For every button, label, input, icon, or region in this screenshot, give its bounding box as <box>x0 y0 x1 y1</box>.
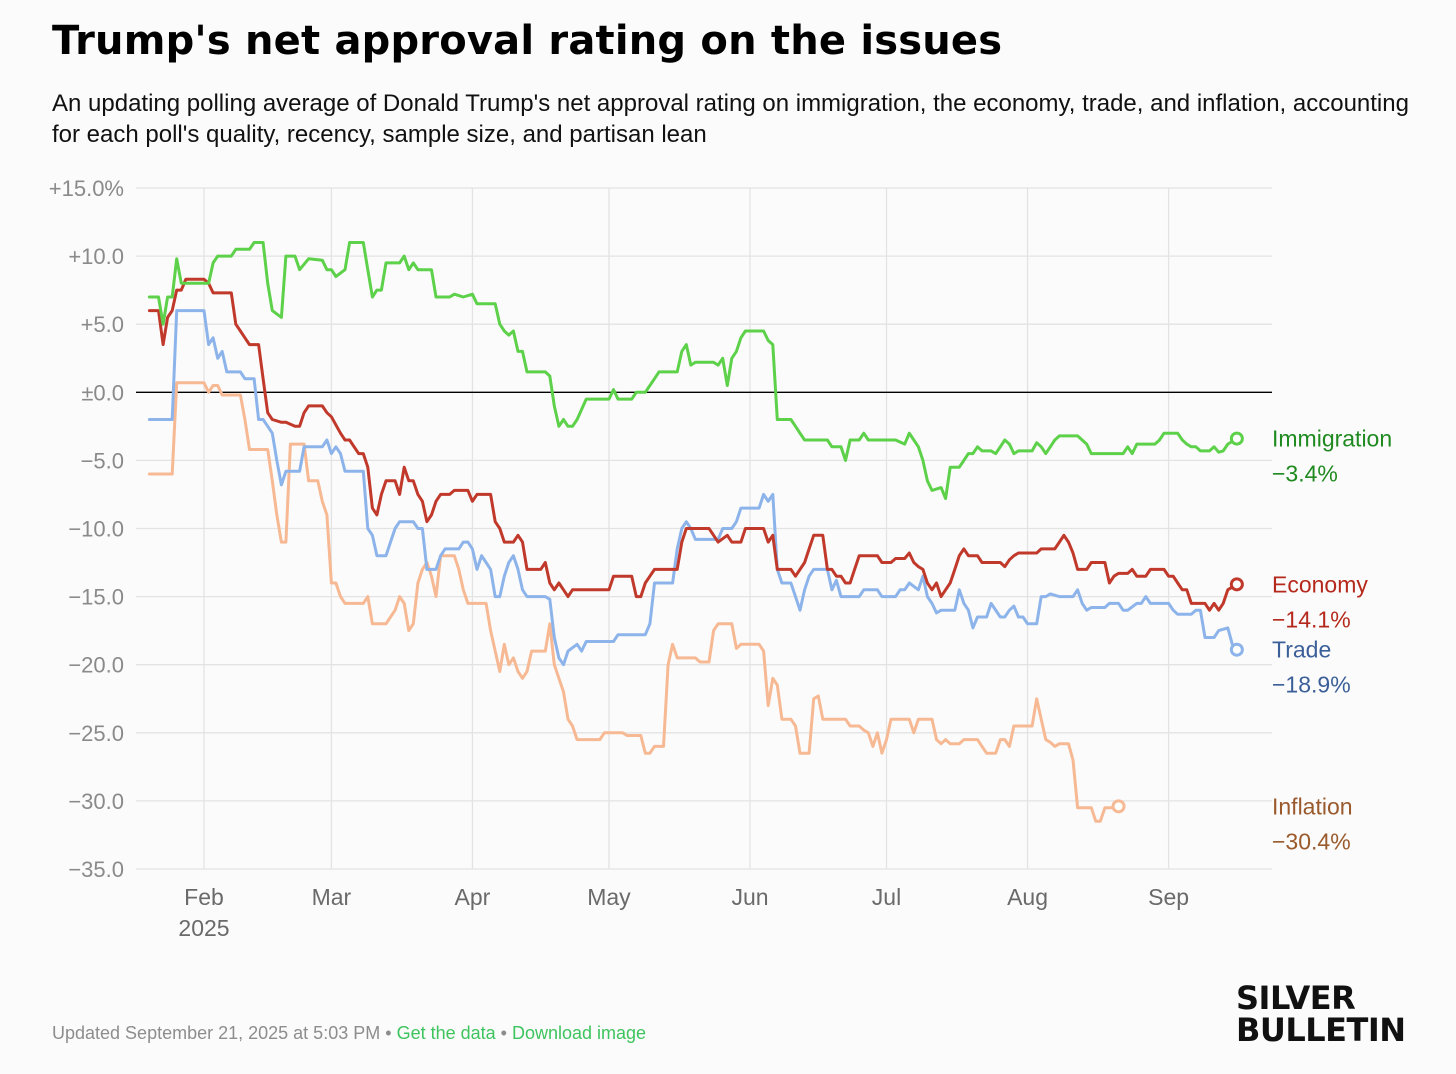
end-label-name: Immigration <box>1272 426 1392 452</box>
get-data-link[interactable]: Get the data <box>396 1023 496 1043</box>
series-line-economy <box>147 277 1239 612</box>
line-layer <box>147 241 1239 823</box>
chart-title: Trump's net approval rating on the issue… <box>52 18 1003 64</box>
y-tick-label: −15.0 <box>68 585 124 610</box>
y-tick-label: +10.0 <box>68 244 124 269</box>
end-label-value: −3.4% <box>1272 461 1338 487</box>
end-label-name: Inflation <box>1272 793 1353 819</box>
series-line-immigration <box>147 241 1239 500</box>
x-tick-sublabel: 2025 <box>178 915 229 941</box>
end-label-value: −30.4% <box>1272 828 1351 854</box>
brand-logo: SILVER BULLETIN <box>1236 982 1426 1046</box>
footer-separator: • <box>385 1023 392 1043</box>
end-marker-trade <box>1229 642 1244 657</box>
y-tick-label: −25.0 <box>68 721 124 746</box>
y-tick-label: −5.0 <box>81 448 124 473</box>
x-tick-label: Sep <box>1148 884 1189 910</box>
chart-subtitle: An updating polling average of Donald Tr… <box>52 90 1409 148</box>
y-tick-label: +5.0 <box>81 312 124 337</box>
download-image-link[interactable]: Download image <box>511 1023 647 1043</box>
end-marker-immigration <box>1229 431 1244 446</box>
end-label-layer: Immigration −3.4% Economy −14.1% Trade −18.9%… <box>1111 426 1392 854</box>
brand-line-1: SILVER <box>1236 979 1356 1017</box>
x-tick-label: May <box>587 884 631 910</box>
y-tick-label: −20.0 <box>68 653 124 678</box>
end-label-name: Trade <box>1272 637 1331 663</box>
updated-text: Updated September 21, 2025 at 5:03 PM <box>52 1023 381 1043</box>
end-marker-economy <box>1229 577 1244 592</box>
series-line-inflation <box>147 381 1120 823</box>
footer-separator: • <box>500 1023 507 1043</box>
y-tick-label: −30.0 <box>68 789 124 814</box>
y-tick-label: −10.0 <box>68 517 124 542</box>
series-line-trade <box>147 309 1239 667</box>
y-tick-label: +15.0% <box>49 176 124 201</box>
x-tick-label: Aug <box>1007 884 1048 910</box>
end-marker-inflation <box>1111 799 1126 814</box>
end-label-value: −14.1% <box>1272 606 1351 632</box>
brand-line-2: BULLETIN <box>1236 1011 1406 1049</box>
y-tick-label: ±0.0 <box>81 380 124 405</box>
x-tick-label: Mar <box>312 884 352 910</box>
axis-layer: +15.0% +10.0 +5.0 ±0.0 −5.0 −10.0 −15.0 −20.0 −2… <box>49 176 1189 941</box>
end-label-value: −18.9% <box>1272 672 1351 698</box>
y-tick-label: −35.0 <box>68 857 124 882</box>
x-tick-label: Jul <box>872 884 901 910</box>
x-tick-label: Apr <box>455 884 491 910</box>
x-tick-label: Feb <box>184 884 224 910</box>
footer: Updated September 21, 2025 at 5:03 PM • … <box>52 1023 646 1044</box>
end-label-name: Economy <box>1272 571 1368 597</box>
x-tick-label: Jun <box>731 884 768 910</box>
